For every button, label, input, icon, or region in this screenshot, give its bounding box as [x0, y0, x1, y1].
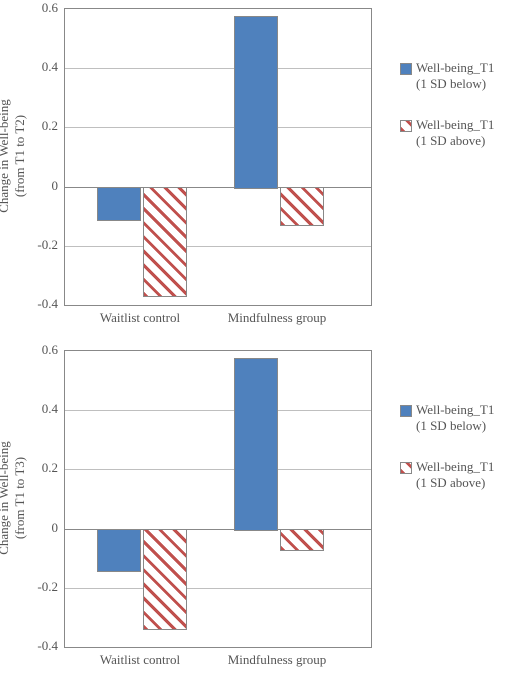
chart-1-plot	[64, 350, 372, 648]
category-label: Waitlist control	[76, 310, 204, 326]
legend-0: Well-being_T1(1 SD below) Well-being_T1(1…	[400, 60, 494, 173]
grid-line	[65, 68, 371, 69]
bar-0-1-0	[234, 16, 278, 188]
y-tick-label: 0.4	[26, 59, 58, 75]
legend-swatch	[400, 63, 412, 75]
y-tick-label: -0.4	[26, 638, 58, 654]
legend-swatch	[400, 120, 412, 132]
y-axis-label: Change in Well-being(from T1 to T3)	[0, 418, 28, 578]
legend-item: Well-being_T1(1 SD below)	[400, 60, 494, 93]
grid-line	[65, 588, 371, 589]
legend-item: Well-being_T1(1 SD above)	[400, 117, 494, 150]
y-tick-label: 0	[26, 178, 58, 194]
category-label: Mindfulness group	[213, 652, 341, 668]
y-tick-label: 0.2	[26, 118, 58, 134]
legend-label: Well-being_T1(1 SD above)	[416, 459, 494, 492]
bar-1-0-0	[97, 529, 141, 572]
category-label: Waitlist control	[76, 652, 204, 668]
y-tick-label: 0.2	[26, 460, 58, 476]
legend-item: Well-being_T1(1 SD below)	[400, 402, 494, 435]
y-axis-label: Change in Well-being(from T1 to T2)	[0, 76, 28, 236]
y-tick-label: 0.6	[26, 342, 58, 358]
grid-line	[65, 246, 371, 247]
legend-swatch	[400, 462, 412, 474]
y-tick-label: -0.2	[26, 579, 58, 595]
legend-label: Well-being_T1(1 SD above)	[416, 117, 494, 150]
y-tick-label: 0	[26, 520, 58, 536]
grid-line	[65, 410, 371, 411]
legend-item: Well-being_T1(1 SD above)	[400, 459, 494, 492]
bar-1-1-0	[234, 358, 278, 530]
bar-0-0-1	[143, 187, 187, 297]
legend-1: Well-being_T1(1 SD below) Well-being_T1(1…	[400, 402, 494, 515]
category-label: Mindfulness group	[213, 310, 341, 326]
grid-line	[65, 127, 371, 128]
bar-0-1-1	[280, 187, 324, 226]
legend-label: Well-being_T1(1 SD below)	[416, 60, 494, 93]
legend-swatch	[400, 405, 412, 417]
y-tick-label: -0.2	[26, 237, 58, 253]
bar-1-1-1	[280, 529, 324, 552]
bar-1-0-1	[143, 529, 187, 630]
chart-0-plot	[64, 8, 372, 306]
grid-line	[65, 469, 371, 470]
y-tick-label: 0.6	[26, 0, 58, 16]
y-tick-label: -0.4	[26, 296, 58, 312]
y-tick-label: 0.4	[26, 401, 58, 417]
legend-label: Well-being_T1(1 SD below)	[416, 402, 494, 435]
bar-0-0-0	[97, 187, 141, 222]
